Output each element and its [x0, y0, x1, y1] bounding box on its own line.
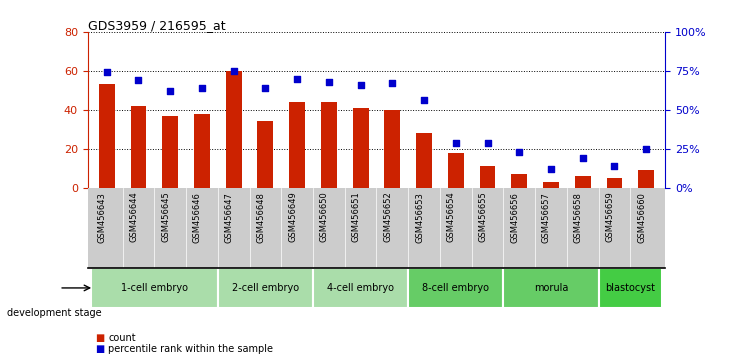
Point	[418, 98, 430, 103]
Point	[132, 77, 144, 83]
Text: GSM456648: GSM456648	[257, 192, 265, 242]
Text: GSM456660: GSM456660	[637, 192, 646, 242]
Bar	[638, 170, 654, 188]
Text: GSM456650: GSM456650	[320, 192, 329, 242]
Bar	[99, 85, 115, 188]
Bar	[511, 174, 527, 188]
Bar	[321, 102, 337, 188]
Text: morula: morula	[534, 283, 568, 293]
Text: GSM456646: GSM456646	[193, 192, 202, 242]
Point	[196, 85, 208, 91]
Text: GSM456643: GSM456643	[98, 192, 107, 242]
Point	[355, 82, 366, 88]
Bar	[599, 268, 662, 308]
Bar	[257, 121, 273, 188]
Text: ■: ■	[95, 333, 105, 343]
Bar	[408, 268, 504, 308]
Point	[640, 146, 652, 152]
Bar	[313, 268, 408, 308]
Text: GDS3959 / 216595_at: GDS3959 / 216595_at	[88, 19, 225, 32]
Text: GSM456645: GSM456645	[162, 192, 170, 242]
Text: ■: ■	[95, 344, 105, 354]
Text: 1-cell embryo: 1-cell embryo	[121, 283, 188, 293]
Point	[260, 85, 271, 91]
Bar	[543, 182, 559, 188]
Point	[387, 80, 398, 86]
Text: GSM456647: GSM456647	[224, 192, 234, 242]
Text: GSM456655: GSM456655	[479, 192, 488, 242]
Text: 2-cell embryo: 2-cell embryo	[232, 283, 299, 293]
Text: GSM456652: GSM456652	[383, 192, 393, 242]
Bar	[504, 268, 599, 308]
Point	[482, 140, 493, 145]
Bar	[385, 110, 401, 188]
Bar	[448, 153, 463, 188]
Point	[164, 88, 176, 94]
Point	[609, 163, 621, 169]
Text: GSM456644: GSM456644	[129, 192, 138, 242]
Bar	[194, 114, 210, 188]
Point	[291, 76, 303, 81]
Text: 8-cell embryo: 8-cell embryo	[423, 283, 489, 293]
Point	[228, 68, 240, 74]
Bar	[607, 178, 622, 188]
Text: GSM456651: GSM456651	[352, 192, 360, 242]
Point	[323, 79, 335, 85]
Text: percentile rank within the sample: percentile rank within the sample	[108, 344, 273, 354]
Point	[101, 69, 113, 75]
Text: development stage: development stage	[7, 308, 102, 318]
Text: GSM456659: GSM456659	[605, 192, 615, 242]
Bar	[218, 268, 313, 308]
Bar	[226, 71, 242, 188]
Text: GSM456657: GSM456657	[542, 192, 551, 242]
Text: blastocyst: blastocyst	[605, 283, 655, 293]
Text: GSM456656: GSM456656	[510, 192, 519, 242]
Text: 4-cell embryo: 4-cell embryo	[327, 283, 394, 293]
Point	[513, 149, 525, 155]
Text: count: count	[108, 333, 136, 343]
Bar	[480, 166, 496, 188]
Bar	[131, 106, 146, 188]
Point	[450, 140, 462, 145]
Bar	[352, 108, 368, 188]
Bar	[289, 102, 305, 188]
Text: GSM456653: GSM456653	[415, 192, 424, 242]
Point	[545, 166, 557, 172]
Bar	[162, 116, 178, 188]
Bar	[416, 133, 432, 188]
Text: GSM456654: GSM456654	[447, 192, 456, 242]
Text: GSM456649: GSM456649	[288, 192, 297, 242]
Bar	[91, 268, 218, 308]
Text: GSM456658: GSM456658	[574, 192, 583, 242]
Point	[577, 155, 588, 161]
Bar	[575, 176, 591, 188]
